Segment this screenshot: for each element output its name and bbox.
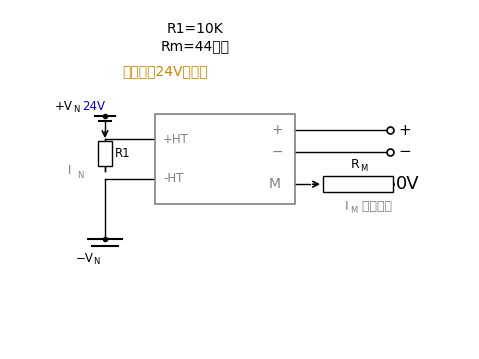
- Text: R1=10K: R1=10K: [167, 22, 223, 36]
- Bar: [98, 141, 112, 166]
- Text: 24V: 24V: [82, 101, 105, 113]
- Text: M: M: [350, 206, 357, 215]
- Text: I: I: [68, 164, 71, 177]
- Text: Rm=44欧姆: Rm=44欧姆: [160, 39, 229, 53]
- Text: R1: R1: [115, 147, 131, 160]
- Text: +: +: [271, 123, 283, 137]
- Text: +V: +V: [55, 101, 73, 113]
- Text: −: −: [271, 145, 283, 159]
- Text: −V: −V: [76, 252, 94, 265]
- Bar: [155, 114, 295, 204]
- Text: +: +: [398, 123, 411, 138]
- Text: +HT: +HT: [163, 133, 189, 146]
- Text: 电源仍用24V电源。: 电源仍用24V电源。: [122, 64, 208, 78]
- Text: −: −: [398, 144, 411, 159]
- Text: M: M: [269, 177, 281, 191]
- Text: I: I: [344, 200, 348, 213]
- Text: 0V: 0V: [396, 175, 420, 193]
- Text: R: R: [351, 158, 359, 171]
- Bar: [323, 176, 393, 192]
- Text: N: N: [93, 257, 99, 266]
- Text: M: M: [360, 164, 367, 173]
- Text: -HT: -HT: [163, 172, 183, 185]
- Text: N: N: [77, 171, 83, 180]
- Text: N: N: [73, 106, 80, 115]
- Text: 输出电流: 输出电流: [358, 200, 392, 213]
